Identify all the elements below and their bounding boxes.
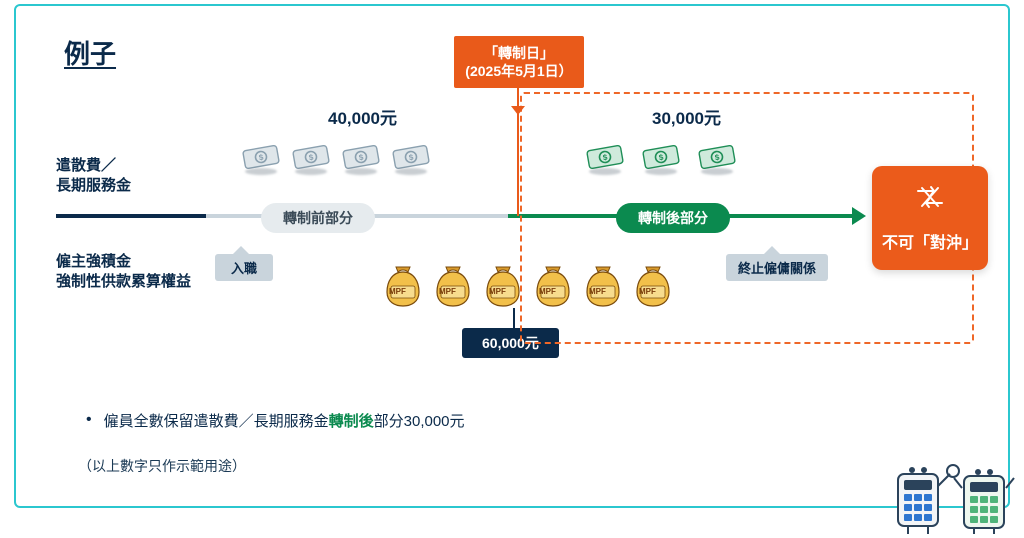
no-offset-text: 不可「對沖」 <box>872 229 988 253</box>
pill-post-transition: 轉制後部分 <box>616 203 730 233</box>
bullet-part-a: 僱員全數保留遣散費／長期服務金 <box>104 413 329 430</box>
mascot-characters <box>880 458 1020 536</box>
amount-pre: 40,000元 <box>328 104 397 129</box>
pill-pre-transition: 轉制前部分 <box>261 203 375 233</box>
cash-icon: $ <box>292 144 330 170</box>
transition-stem <box>517 82 519 216</box>
label-sp-lsp: 遣散費／長期服務金 <box>56 156 131 197</box>
label-mpf: 僱主強積金強制性供款累算權益 <box>56 252 191 293</box>
cash-icon: $ <box>342 144 380 170</box>
transition-day-line2: (2025年5月1日） <box>460 62 578 80</box>
timeline-arrowhead-icon <box>852 207 866 225</box>
cash-icon: $ <box>392 144 430 170</box>
tag-termination: 終止僱傭關係 <box>726 254 828 281</box>
section-title: 例子 <box>64 34 116 71</box>
transition-day-box: 「轉制日」 (2025年5月1日） <box>454 36 584 88</box>
timeline-dark-segment <box>56 214 206 218</box>
mpf-bag-icon: MPF <box>382 264 424 308</box>
bullet-part-c: 部分30,000元 <box>374 413 465 430</box>
bullet-point: 僱員全數保留遣散費／長期服務金轉制後部分30,000元 <box>86 410 465 431</box>
cash-icon: $ <box>242 144 280 170</box>
mpf-bag-icon: MPF <box>532 264 574 308</box>
tag-entry: 入職 <box>215 254 273 281</box>
diagram-frame: 例子 遣散費／長期服務金 僱主強積金強制性供款累算權益 轉制前部分 轉制後部分 … <box>14 4 1010 508</box>
mpf-bag-icon: MPF <box>582 264 624 308</box>
mpf-bag-icon: MPF <box>482 264 524 308</box>
mpf-amount-connector <box>513 308 515 330</box>
mpf-bag-icon: MPF <box>632 264 674 308</box>
cash-icon: $ <box>642 144 680 170</box>
amount-post: 30,000元 <box>652 104 721 129</box>
no-offset-icon <box>872 182 988 217</box>
transition-day-line1: 「轉制日」 <box>460 44 578 62</box>
bullet-part-b: 轉制後 <box>329 413 374 430</box>
cash-icon: $ <box>698 144 736 170</box>
mpf-bag-icon: MPF <box>432 264 474 308</box>
no-offset-card: 不可「對沖」 <box>872 166 988 270</box>
mpf-amount-box: 60,000元 <box>462 328 559 358</box>
cash-icon: $ <box>586 144 624 170</box>
disclaimer: （以上數字只作示範用途） <box>78 456 246 476</box>
